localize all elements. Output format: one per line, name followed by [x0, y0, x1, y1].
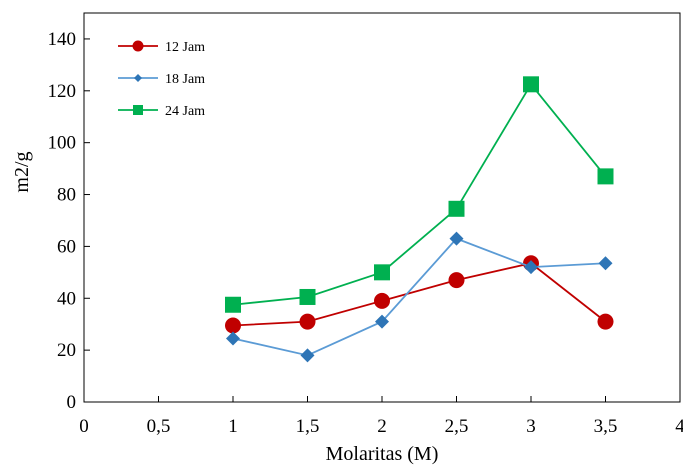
y-tick-label: 120	[48, 81, 77, 102]
data-point	[597, 168, 614, 185]
x-axis-title: Molaritas (M)	[326, 443, 439, 465]
series-line	[232, 82, 607, 306]
y-tick-label: 20	[57, 340, 76, 361]
legend-label: 18 Jam	[165, 72, 205, 87]
legend-item: 12 Jam	[118, 40, 205, 55]
series-line	[232, 237, 606, 357]
legend-label: 12 Jam	[165, 40, 205, 55]
y-tick-label: 60	[57, 236, 76, 257]
data-point	[226, 331, 240, 346]
x-tick-label: 0	[79, 416, 89, 437]
x-tick-label: 0,5	[147, 416, 171, 437]
data-point	[225, 296, 241, 313]
data-point	[374, 264, 390, 281]
x-tick-label: 2	[377, 416, 387, 437]
series-2	[225, 76, 614, 313]
y-tick-label: 80	[57, 185, 76, 206]
x-tick-label: 4	[675, 416, 683, 437]
data-point	[449, 231, 464, 246]
y-axis-ticks: 0 20 40 60 80 100 120 140	[48, 29, 90, 413]
series-1	[226, 231, 613, 363]
y-tick-label: 100	[48, 133, 77, 154]
x-tick-label: 2,5	[445, 416, 469, 437]
legend-item: 18 Jam	[118, 72, 205, 87]
series-layer	[225, 76, 614, 363]
series-line	[232, 262, 607, 327]
y-tick-label: 0	[67, 392, 77, 413]
data-point	[299, 313, 316, 330]
data-point	[524, 260, 538, 275]
x-tick-label: 1,5	[296, 416, 320, 437]
data-point	[448, 200, 465, 217]
y-tick-label: 140	[48, 29, 77, 50]
data-point	[375, 314, 389, 329]
legend: 12 Jam 18 Jam 24 Jam	[118, 40, 205, 119]
x-tick-label: 1	[228, 416, 238, 437]
x-tick-label: 3,5	[594, 416, 618, 437]
series-0	[225, 255, 614, 334]
data-point	[225, 317, 241, 334]
x-axis-ticks: 0 0,5 1 1,5 2 2,5 3 3,5 4	[79, 396, 683, 437]
data-point	[523, 76, 539, 93]
data-point	[597, 313, 614, 330]
y-axis-title: m2/g	[11, 151, 33, 192]
data-point	[598, 256, 613, 271]
legend-marker	[133, 105, 143, 115]
legend-marker	[134, 74, 142, 82]
data-point	[300, 348, 315, 363]
x-tick-label: 3	[526, 416, 536, 437]
legend-marker	[132, 40, 144, 52]
legend-label: 24 Jam	[165, 104, 205, 119]
legend-item: 24 Jam	[118, 104, 205, 119]
y-tick-label: 40	[57, 288, 76, 309]
data-point	[448, 272, 465, 289]
data-point	[374, 292, 390, 309]
data-point	[299, 288, 316, 305]
